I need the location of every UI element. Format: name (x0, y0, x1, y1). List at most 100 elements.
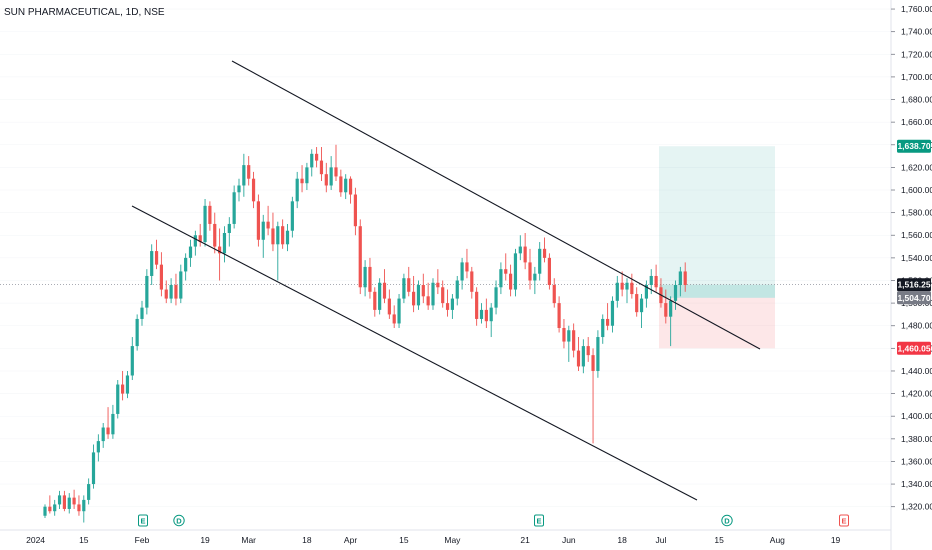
candle-body (140, 307, 144, 319)
candle-body (639, 298, 644, 313)
candle-body (319, 160, 324, 175)
candle-body (567, 330, 571, 342)
candle (145, 269, 149, 315)
candle (198, 223, 202, 247)
candle (72, 489, 76, 509)
candle-body (121, 384, 125, 394)
candle-body (615, 282, 619, 301)
candle (87, 478, 91, 505)
time-axis[interactable]: 2024 15 Feb 19 Mar 18 Apr 15 May 21 Jun 18 Jul 15 Aug 1… (0, 529, 891, 545)
candle (669, 296, 673, 347)
candle-body (150, 251, 154, 276)
candle (625, 278, 629, 304)
candle (174, 273, 178, 306)
candle (154, 239, 159, 270)
event-marker-label: E (841, 517, 846, 526)
time-tick-label: Aug (770, 535, 785, 545)
candle-body (378, 282, 382, 310)
candle-body (344, 178, 348, 193)
candle (188, 239, 193, 267)
price-tick-label: 1,620.00 (901, 162, 932, 172)
candle-body (348, 178, 353, 195)
candlestick-series (43, 144, 687, 523)
candle (596, 330, 600, 378)
time-tick-label: 18 (617, 535, 627, 545)
candle (121, 370, 125, 401)
candle (431, 278, 435, 310)
candle-body (179, 271, 183, 299)
candle-body (552, 285, 556, 304)
dividend-marker[interactable]: D (173, 514, 185, 527)
candle (567, 325, 571, 362)
candle (562, 318, 566, 349)
candle (421, 273, 425, 304)
candle (164, 280, 168, 304)
candle-body (256, 201, 260, 240)
candle-body (581, 346, 585, 367)
candle (324, 162, 328, 193)
current-price-tag: 1,516.25 (897, 280, 930, 290)
candle (591, 348, 595, 444)
candle (397, 294, 401, 328)
candle-body (145, 275, 149, 308)
candle (533, 266, 537, 295)
candle-body (242, 165, 246, 186)
candle-body (489, 307, 493, 322)
candle (518, 235, 522, 261)
earnings-marker[interactable]: E (839, 514, 849, 527)
candle (620, 271, 624, 297)
earnings-marker[interactable]: E (534, 514, 544, 527)
trendlines[interactable] (131, 60, 761, 501)
candle (373, 287, 377, 317)
candle-body (547, 257, 551, 286)
candle (678, 266, 682, 297)
price-tick-label: 1,440.00 (901, 366, 932, 376)
long-position-zones[interactable] (659, 146, 775, 349)
candle (285, 223, 290, 252)
candle (576, 337, 581, 371)
price-tick-label: 1,600.00 (901, 185, 932, 195)
target-zone[interactable] (659, 146, 775, 298)
price-tick-label: 1,700.00 (901, 72, 932, 82)
candle (169, 278, 173, 304)
candle-body (431, 282, 435, 306)
candle (494, 280, 498, 315)
time-tick-label: 2024 (26, 535, 45, 545)
candle-body (441, 287, 445, 304)
time-tick-label: Jun (562, 535, 576, 545)
candle (208, 201, 212, 231)
candle-body (169, 285, 173, 299)
candle-body (562, 327, 566, 342)
stop-zone[interactable] (659, 297, 775, 349)
event-marker-label: D (724, 517, 730, 526)
candle-body (290, 201, 294, 231)
lower-channel-trendline[interactable] (131, 205, 698, 501)
candle (300, 165, 304, 193)
candle-body (91, 452, 96, 485)
candle-body (295, 178, 299, 202)
dividend-icon (173, 514, 185, 527)
candle (683, 262, 687, 292)
candle-body (188, 246, 193, 258)
candle-body (135, 318, 139, 347)
candle-body (358, 226, 362, 288)
candle (445, 289, 450, 317)
candle-body (208, 205, 212, 224)
candle (601, 314, 605, 344)
grid-lines (0, 8, 891, 507)
dividend-marker[interactable]: D (721, 514, 733, 527)
candle (528, 248, 532, 290)
price-tick-label: 1,680.00 (901, 95, 932, 105)
earnings-marker[interactable]: E (138, 514, 148, 527)
price-axis[interactable]: 1,320.00 1,340.00 1,360.00 1,380.00 1,400.00… (891, 4, 932, 512)
time-tick-label: Jul (656, 535, 667, 545)
candle-body (154, 251, 159, 265)
candle (460, 257, 464, 290)
upper-channel-trendline[interactable] (231, 60, 761, 350)
candle-body (82, 499, 86, 512)
candle-body (387, 298, 391, 315)
candle-body (276, 226, 280, 245)
candle (606, 303, 610, 331)
